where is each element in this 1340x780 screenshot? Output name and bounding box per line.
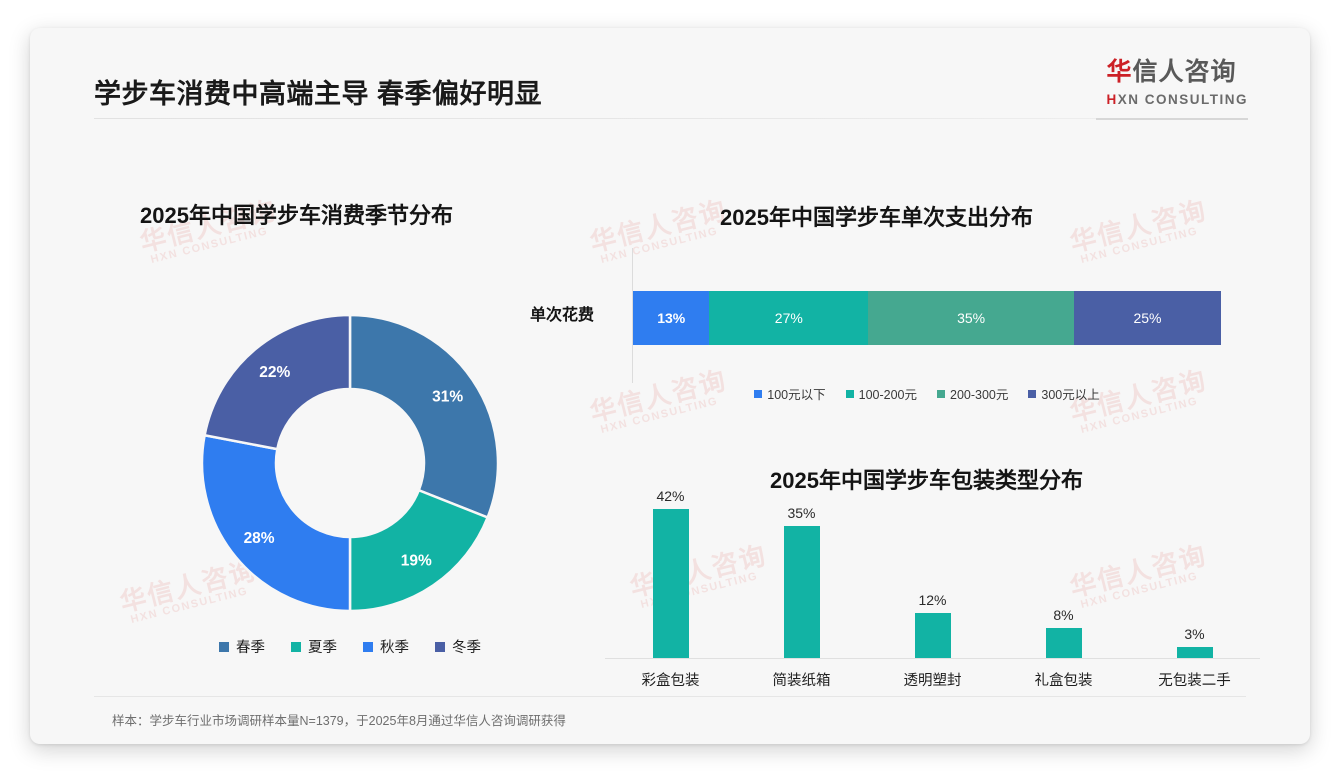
legend-item[interactable]: 春季 (219, 636, 265, 657)
donut-slice[interactable] (203, 313, 352, 451)
legend-swatch-icon (291, 641, 301, 652)
header-divider (94, 118, 1246, 119)
legend-label: 300元以上 (1041, 388, 1100, 402)
bar-rect[interactable] (914, 612, 951, 658)
legend-swatch-icon (754, 389, 763, 398)
legend-item[interactable]: 100元以下 (754, 384, 826, 403)
stacked-bar-segment[interactable]: 13% (633, 291, 710, 345)
legend-item[interactable]: 秋季 (363, 636, 409, 657)
infographic-slide: 华信人咨询 HXN CONSULTING 华信人咨询 HXN CONSULTIN… (30, 28, 1310, 744)
logo-underline (1096, 118, 1248, 120)
bar-column[interactable]: 8% (998, 488, 1129, 658)
copyright-text: ©2025.10 HXR华信人咨询 (94, 743, 235, 744)
spend-chart-title: 2025年中国学步车单次支出分布 (720, 205, 1033, 230)
stacked-bar: 13% 27% 35% 25% (633, 291, 1221, 345)
footer-divider (94, 696, 1246, 697)
donut-slice-label: 31% (432, 389, 463, 406)
legend-item[interactable]: 夏季 (291, 636, 337, 657)
bar-value-label: 12% (918, 591, 947, 608)
legend-item[interactable]: 300元以上 (1028, 384, 1100, 403)
bar-column[interactable]: 12% (867, 488, 998, 658)
sample-note: 样本：学步车行业市场调研样本量N=1379，于2025年8月通过华信人咨询调研获… (112, 714, 566, 728)
bar-value-label: 8% (1053, 606, 1074, 623)
bar-rect[interactable] (652, 509, 689, 658)
season-legend: 春季 夏季 秋季 冬季 (70, 636, 630, 657)
legend-label: 夏季 (308, 640, 337, 656)
donut-slice-label: 19% (401, 553, 432, 570)
legend-swatch-icon (219, 641, 229, 652)
bar-rect[interactable] (1045, 627, 1082, 658)
bar-value-label: 35% (787, 504, 816, 521)
company-logo: 华信人咨询 HXN CONSULTING (1107, 60, 1249, 108)
donut-slice[interactable] (348, 488, 490, 613)
logo-cn-rest: 信人咨询 (1132, 58, 1237, 86)
bar-value-label: 3% (1184, 625, 1205, 642)
legend-label: 秋季 (380, 640, 409, 656)
package-bars-baseline (605, 658, 1260, 659)
legend-swatch-icon (1028, 389, 1037, 398)
bar-rect[interactable] (783, 525, 820, 658)
bar-category-label: 彩盒包装 (641, 673, 700, 689)
legend-item[interactable]: 200-300元 (937, 384, 1008, 403)
donut-slice-group (200, 313, 500, 613)
logo-chinese-text: 华信人咨询 (1107, 60, 1249, 85)
logo-english-text: HXN CONSULTING (1107, 92, 1249, 107)
legend-swatch-icon (435, 641, 445, 652)
donut-label-group: 31% 19% 28% 22% (244, 364, 464, 570)
stacked-bar-segment[interactable]: 25% (1073, 291, 1221, 345)
season-donut-chart: 31% 19% 28% 22% (190, 303, 510, 623)
website-url: www.hxrcon.com (1155, 743, 1246, 744)
donut-slice-label: 28% (244, 530, 275, 547)
stacked-bar-axis (632, 248, 633, 383)
bar-value-label: 42% (656, 488, 685, 504)
stacked-bar-segment[interactable]: 35% (868, 291, 1074, 345)
legend-label: 100元以下 (767, 388, 826, 402)
legend-swatch-icon (937, 389, 945, 398)
slide-header: 学步车消费中高端主导 春季偏好明显 华信人咨询 HXN CONSULTING (30, 28, 1310, 120)
bar-category-label: 透明塑封 (903, 673, 962, 689)
legend-label: 春季 (236, 640, 265, 656)
stacked-bar-row-label: 单次花费 (530, 307, 595, 324)
legend-item[interactable]: 100-200元 (845, 384, 917, 403)
package-chart-title: 2025年中国学步车包装类型分布 (770, 468, 1083, 493)
season-distribution-panel: 31% 19% 28% 22% 春季 夏季 秋季 冬季 (70, 148, 630, 668)
spend-distribution-panel: 单次花费 13% 27% 35% 25% 100元以下 100-200元 200-300元… (500, 148, 1290, 418)
legend-label: 200-300元 (950, 388, 1009, 402)
bar-rect[interactable] (1176, 646, 1213, 658)
bar-category-label: 无包装二手 (1158, 673, 1231, 689)
season-chart-title: 2025年中国学步车消费季节分布 (140, 203, 453, 228)
legend-label: 100-200元 (858, 388, 917, 402)
stacked-bar-segment[interactable]: 27% (709, 291, 869, 345)
bar-category-label: 简装纸箱 (772, 673, 831, 689)
logo-en-accent: H (1106, 92, 1118, 107)
logo-cn-accent: 华 (1106, 58, 1133, 86)
legend-swatch-icon (363, 641, 373, 652)
package-bars-plot: 42% 35% 12% 8% 3% (605, 488, 1260, 658)
package-distribution-panel: 42% 35% 12% 8% 3% 彩盒包装 简装纸箱 透明塑封 礼盒包装 无包装二手 (560, 433, 1280, 708)
legend-label: 冬季 (452, 640, 481, 656)
page-title: 学步车消费中高端主导 春季偏好明显 (94, 79, 543, 109)
donut-svg: 31% 19% 28% 22% (200, 313, 500, 613)
donut-slice[interactable] (200, 433, 352, 613)
donut-slice-label: 22% (259, 364, 290, 381)
bar-column[interactable]: 35% (736, 488, 867, 658)
bar-column[interactable]: 42% (605, 488, 736, 658)
legend-swatch-icon (845, 389, 854, 398)
bar-category-label: 礼盒包装 (1034, 673, 1093, 689)
footer-bar (30, 728, 1310, 744)
legend-item[interactable]: 冬季 (435, 636, 481, 657)
spend-legend: 100元以下 100-200元 200-300元 300元以上 (633, 384, 1221, 403)
bar-column[interactable]: 3% (1129, 488, 1260, 658)
logo-en-rest: XN CONSULTING (1117, 92, 1248, 107)
donut-slice[interactable] (348, 313, 500, 520)
